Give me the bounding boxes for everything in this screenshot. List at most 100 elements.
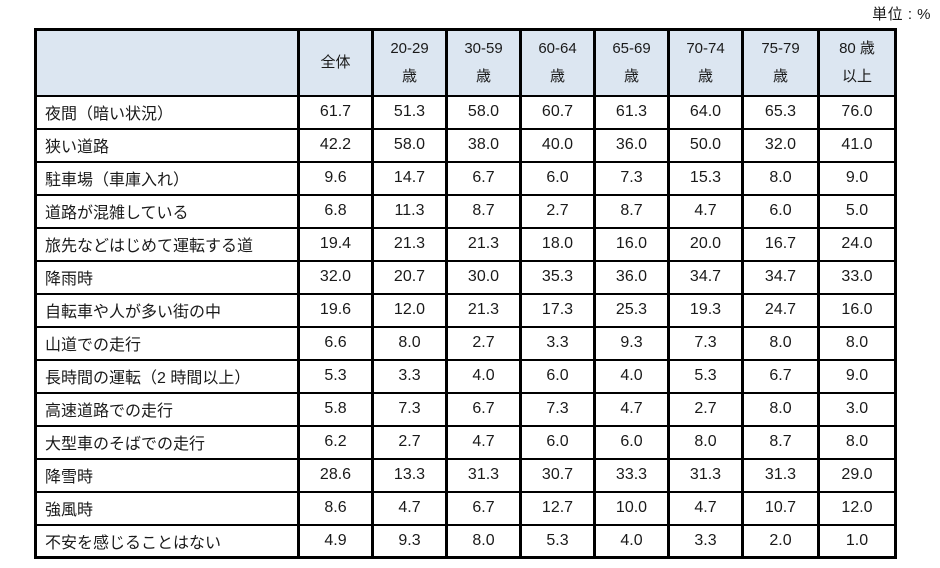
- value-cell: 12.0: [371, 292, 448, 328]
- value-cell: 41.0: [817, 127, 897, 163]
- value-cell: 38.0: [445, 127, 522, 163]
- value-cell: 9.0: [817, 160, 897, 196]
- value-cell: 6.0: [741, 193, 820, 229]
- value-cell: 24.7: [741, 292, 820, 328]
- value-cell: 3.0: [817, 391, 897, 427]
- row-label: 長時間の運転（2 時間以上）: [34, 358, 300, 394]
- value-cell: 76.0: [817, 94, 897, 130]
- row-label: 自転車や人が多い街の中: [34, 292, 300, 328]
- value-cell: 7.3: [371, 391, 448, 427]
- value-cell: 30.7: [519, 457, 596, 493]
- value-cell: 2.7: [445, 325, 522, 361]
- value-cell: 61.3: [593, 94, 670, 130]
- value-cell: 3.3: [519, 325, 596, 361]
- row-label: 大型車のそばでの走行: [34, 424, 300, 460]
- value-cell: 4.7: [667, 193, 744, 229]
- column-header: 20-29 歳: [371, 28, 448, 97]
- value-cell: 8.0: [741, 325, 820, 361]
- table-row: 降雪時 28.6 13.3 31.3 30.7 33.3 31.3 31.3 29.0: [34, 457, 897, 493]
- value-cell: 2.7: [667, 391, 744, 427]
- value-cell: 21.3: [445, 226, 522, 262]
- value-cell: 3.3: [371, 358, 448, 394]
- value-cell: 64.0: [667, 94, 744, 130]
- column-header-line: 65-69: [612, 39, 651, 57]
- value-cell: 9.3: [593, 325, 670, 361]
- value-cell: 4.7: [371, 490, 448, 526]
- value-cell: 1.0: [817, 523, 897, 559]
- value-cell: 9.6: [297, 160, 374, 196]
- value-cell: 19.6: [297, 292, 374, 328]
- value-cell: 20.7: [371, 259, 448, 295]
- value-cell: 6.0: [519, 358, 596, 394]
- value-cell: 2.0: [741, 523, 820, 559]
- table-row: 自転車や人が多い街の中 19.6 12.0 21.3 17.3 25.3 19.3 24.7 1…: [34, 292, 897, 328]
- table-body: 夜間（暗い状況） 61.7 51.3 58.0 60.7 61.3 64.0 65.3 76.0…: [34, 94, 897, 559]
- column-header-line: 60-64: [538, 39, 577, 57]
- value-cell: 5.8: [297, 391, 374, 427]
- column-header-line: 70-74: [686, 39, 725, 57]
- value-cell: 6.7: [741, 358, 820, 394]
- table-row: 道路が混雑している 6.8 11.3 8.7 2.7 8.7 4.7 6.0 5.0: [34, 193, 897, 229]
- value-cell: 36.0: [593, 259, 670, 295]
- table-row: 不安を感じることはない 4.9 9.3 8.0 5.3 4.0 3.3 2.0 1.0: [34, 523, 897, 559]
- unit-label: 単位 : %: [872, 6, 931, 23]
- value-cell: 4.7: [445, 424, 522, 460]
- column-header: 65-69 歳: [593, 28, 670, 97]
- column-header: 75-79 歳: [741, 28, 820, 97]
- table-row: 降雨時 32.0 20.7 30.0 35.3 36.0 34.7 34.7 33.0: [34, 259, 897, 295]
- row-label: 旅先などはじめて運転する道: [34, 226, 300, 262]
- column-header: 全体: [297, 28, 374, 97]
- value-cell: 25.3: [593, 292, 670, 328]
- value-cell: 12.7: [519, 490, 596, 526]
- value-cell: 58.0: [371, 127, 448, 163]
- value-cell: 13.3: [371, 457, 448, 493]
- value-cell: 21.3: [371, 226, 448, 262]
- table-row: 大型車のそばでの走行 6.2 2.7 4.7 6.0 6.0 8.0 8.7 8.0: [34, 424, 897, 460]
- value-cell: 61.7: [297, 94, 374, 130]
- value-cell: 6.0: [519, 160, 596, 196]
- row-label: 不安を感じることはない: [34, 523, 300, 559]
- row-label: 強風時: [34, 490, 300, 526]
- column-header-line: 75-79: [761, 39, 800, 57]
- value-cell: 9.0: [817, 358, 897, 394]
- column-header-line: 歳: [475, 67, 491, 85]
- column-header: 70-74 歳: [667, 28, 744, 97]
- value-cell: 51.3: [371, 94, 448, 130]
- value-cell: 6.0: [519, 424, 596, 460]
- row-label: 夜間（暗い状況）: [34, 94, 300, 130]
- value-cell: 31.3: [445, 457, 522, 493]
- value-cell: 20.0: [667, 226, 744, 262]
- value-cell: 2.7: [519, 193, 596, 229]
- value-cell: 5.3: [519, 523, 596, 559]
- row-label: 降雪時: [34, 457, 300, 493]
- value-cell: 5.0: [817, 193, 897, 229]
- column-header: 80 歳以上: [817, 28, 897, 97]
- value-cell: 8.0: [667, 424, 744, 460]
- value-cell: 32.0: [297, 259, 374, 295]
- value-cell: 34.7: [667, 259, 744, 295]
- value-cell: 33.3: [593, 457, 670, 493]
- column-header-line: 歳: [549, 67, 565, 85]
- value-cell: 12.0: [817, 490, 897, 526]
- row-label: 降雨時: [34, 259, 300, 295]
- column-header: 60-64 歳: [519, 28, 596, 97]
- table-row: 夜間（暗い状況） 61.7 51.3 58.0 60.7 61.3 64.0 65.3 76.0: [34, 94, 897, 130]
- row-label: 狭い道路: [34, 127, 300, 163]
- row-label: 駐車場（車庫入れ）: [34, 160, 300, 196]
- value-cell: 33.0: [817, 259, 897, 295]
- value-cell: 29.0: [817, 457, 897, 493]
- column-header-line: 30-59: [464, 39, 503, 57]
- value-cell: 6.7: [445, 160, 522, 196]
- value-cell: 8.7: [593, 193, 670, 229]
- value-cell: 14.7: [371, 160, 448, 196]
- value-cell: 8.0: [741, 391, 820, 427]
- value-cell: 8.7: [445, 193, 522, 229]
- corner-cell: [34, 28, 300, 97]
- value-cell: 31.3: [667, 457, 744, 493]
- value-cell: 19.4: [297, 226, 374, 262]
- value-cell: 8.0: [371, 325, 448, 361]
- row-label: 道路が混雑している: [34, 193, 300, 229]
- value-cell: 5.3: [297, 358, 374, 394]
- column-header-line: 全体: [320, 53, 351, 71]
- value-cell: 19.3: [667, 292, 744, 328]
